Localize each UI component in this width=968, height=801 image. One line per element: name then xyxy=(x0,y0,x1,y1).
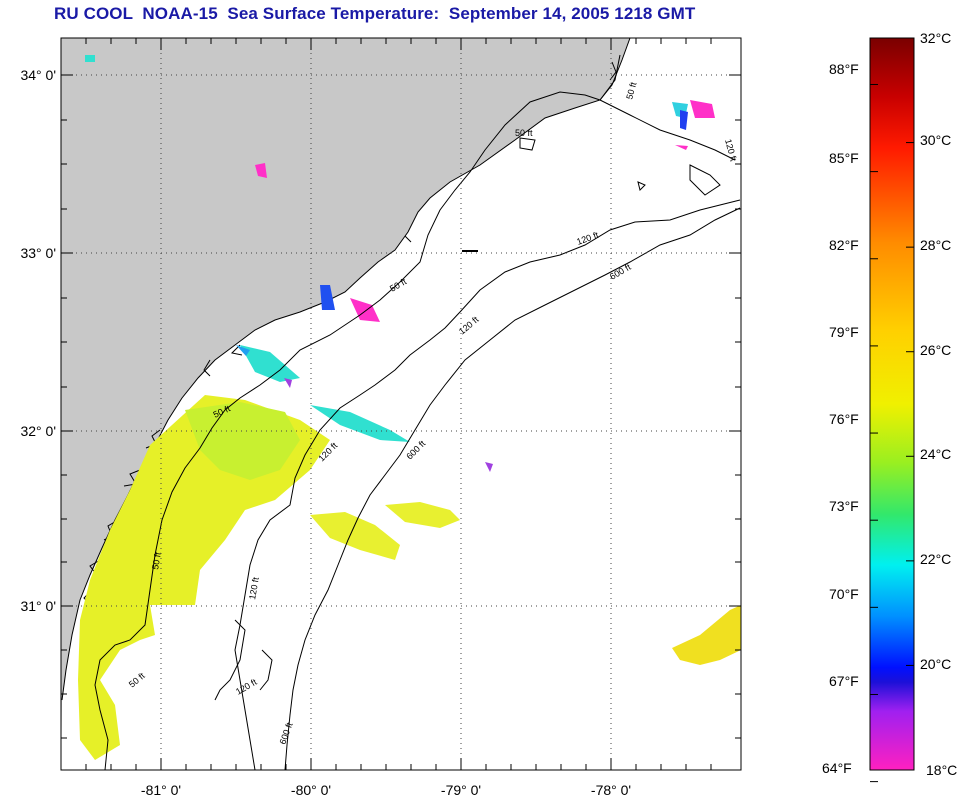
sst-data-patches xyxy=(78,55,741,760)
contour-label: 50 ft xyxy=(624,81,638,101)
axis-ticks xyxy=(61,38,741,770)
colorbar-f-label: 67°F xyxy=(829,673,859,689)
colorbar-f-label: 64°F xyxy=(822,760,852,776)
colorbar-c-label: 24°C xyxy=(920,446,952,462)
depth-contours xyxy=(94,54,741,770)
contour-label: 50 ft xyxy=(150,551,163,570)
longitude-label: -78° 0' xyxy=(591,782,631,798)
temperature-colorbar xyxy=(869,37,915,771)
colorbar-f-label: 85°F xyxy=(829,150,859,166)
contour-label: 50 ft xyxy=(515,128,533,138)
colorbar-c-label: 32°C xyxy=(920,30,952,46)
longitude-label: -81° 0' xyxy=(141,782,181,798)
longitude-label: -80° 0' xyxy=(291,782,331,798)
contour-label: 120 ft xyxy=(247,576,261,600)
land-area xyxy=(61,38,630,770)
platform-marker xyxy=(462,250,478,252)
latitude-label: 33° 0' xyxy=(20,245,56,261)
latitude-label: 34° 0' xyxy=(20,67,56,83)
colorbar-c-label: 28°C xyxy=(920,237,952,253)
colorbar-c-label: 22°C xyxy=(920,551,952,567)
colorbar-c-label: 26°C xyxy=(920,342,952,358)
longitude-label: -79° 0' xyxy=(441,782,481,798)
latitude-label: 32° 0' xyxy=(20,423,56,439)
colorbar-c-label: 30°C xyxy=(920,132,952,148)
colorbar-f-label: 88°F xyxy=(829,61,859,77)
latitude-label: 31° 0' xyxy=(20,598,56,614)
colorbar-f-label: 73°F xyxy=(829,498,859,514)
colorbar-c-label: 20°C xyxy=(920,656,952,672)
colorbar-f-label: 82°F xyxy=(829,237,859,253)
graticule xyxy=(61,38,741,770)
colorbar-c-label: 18°C xyxy=(926,762,958,778)
colorbar-ticks xyxy=(870,37,914,783)
colorbar-f-label: 70°F xyxy=(829,586,859,602)
page-title: RU COOL NOAA-15 Sea Surface Temperature:… xyxy=(54,4,696,23)
map-frame xyxy=(60,37,742,771)
colorbar-f-label: 76°F xyxy=(829,411,859,427)
colorbar-f-label: 79°F xyxy=(829,324,859,340)
